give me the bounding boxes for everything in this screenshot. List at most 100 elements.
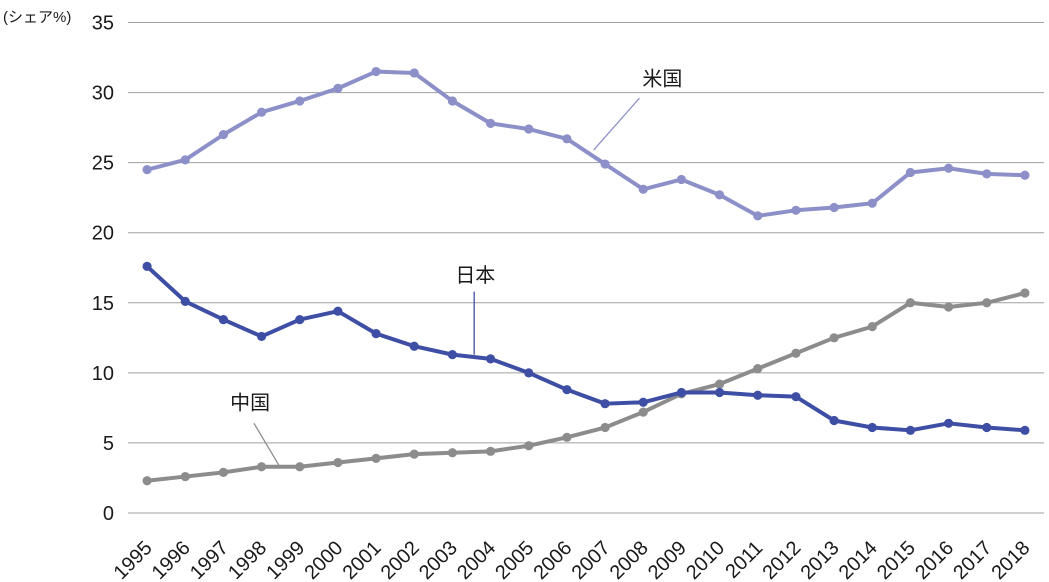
data-point-japan-2017 xyxy=(982,422,992,433)
data-point-us-2018 xyxy=(1020,170,1030,180)
data-point-japan-1996 xyxy=(180,296,190,306)
series-line-japan xyxy=(145,264,1027,433)
data-point-japan-2005 xyxy=(524,368,534,378)
data-point-china-2007 xyxy=(600,422,610,433)
data-point-us-2000 xyxy=(333,83,343,93)
data-point-japan-2018 xyxy=(1020,425,1030,435)
data-point-china-2001 xyxy=(371,453,381,463)
data-point-us-1996 xyxy=(180,155,190,165)
data-point-us-2002 xyxy=(409,68,419,78)
data-point-china-2018 xyxy=(1020,288,1030,298)
data-point-us-1998 xyxy=(256,107,267,117)
data-point-china-2008 xyxy=(638,407,648,417)
data-point-japan-2013 xyxy=(829,415,839,426)
data-point-us-2008 xyxy=(638,184,648,194)
y-tick-label: 15 xyxy=(92,293,114,315)
data-point-japan-1995 xyxy=(142,261,152,271)
data-point-japan-2016 xyxy=(943,418,954,428)
data-point-us-2013 xyxy=(829,202,839,213)
x-tick-label: 1995 xyxy=(110,537,157,582)
y-tick-label: 30 xyxy=(92,83,114,105)
data-point-china-2006 xyxy=(562,432,572,442)
data-point-china-2003 xyxy=(447,448,458,458)
data-point-china-1996 xyxy=(180,471,190,482)
data-point-china-2016 xyxy=(943,302,954,312)
data-point-china-2004 xyxy=(485,446,496,456)
y-tick-label: 20 xyxy=(92,223,114,245)
series-line-us xyxy=(145,69,1027,218)
data-point-china-2002 xyxy=(409,449,419,459)
data-point-china-2010 xyxy=(714,379,725,389)
data-point-china-2013 xyxy=(829,333,839,343)
data-point-china-2000 xyxy=(333,457,343,468)
data-point-japan-2002 xyxy=(409,341,419,351)
x-tick-label: 2008 xyxy=(606,537,653,582)
data-point-china-2015 xyxy=(905,298,916,308)
data-point-japan-2006 xyxy=(562,385,572,395)
data-point-japan-1997 xyxy=(218,315,229,325)
data-point-us-2009 xyxy=(676,174,687,185)
x-tick-label: 2005 xyxy=(491,537,538,582)
data-point-china-2012 xyxy=(791,348,801,358)
data-point-us-1999 xyxy=(295,96,305,106)
data-point-us-2007 xyxy=(600,159,610,169)
data-point-japan-2012 xyxy=(791,392,801,402)
data-point-japan-1999 xyxy=(295,315,305,325)
data-point-us-2005 xyxy=(524,124,534,134)
data-point-japan-2007 xyxy=(600,399,610,409)
data-point-us-2003 xyxy=(447,96,458,106)
x-tick-label: 2000 xyxy=(300,537,347,582)
data-point-china-2005 xyxy=(524,441,534,451)
y-tick-label: 5 xyxy=(103,433,114,455)
y-tick-label: 35 xyxy=(92,13,114,35)
data-point-china-2017 xyxy=(982,298,992,308)
x-tick-label: 2014 xyxy=(835,537,882,582)
x-tick-label: 1998 xyxy=(224,537,271,582)
data-point-japan-2008 xyxy=(638,397,648,407)
series-line-china xyxy=(145,290,1027,483)
x-tick-label: 2017 xyxy=(949,537,996,582)
data-point-china-2014 xyxy=(867,322,877,332)
x-tick-label: 2013 xyxy=(797,537,844,582)
x-tick-label: 1999 xyxy=(262,537,309,582)
x-tick-label: 2018 xyxy=(987,537,1034,582)
data-point-japan-2000 xyxy=(333,306,343,316)
x-tick-label: 2001 xyxy=(339,537,386,582)
data-point-japan-2004 xyxy=(485,354,496,364)
x-tick-label: 2010 xyxy=(682,537,729,582)
series-label-us: 米国 xyxy=(642,68,682,91)
y-tick-label: 0 xyxy=(103,503,114,525)
data-point-japan-2001 xyxy=(371,329,381,339)
data-point-china-1999 xyxy=(295,462,305,472)
y-axis-unit-label: (シェア%) xyxy=(3,9,72,26)
data-point-japan-2009 xyxy=(676,387,687,398)
data-point-japan-2010 xyxy=(714,387,725,398)
x-tick-label: 1996 xyxy=(148,537,195,582)
y-tick-label: 25 xyxy=(92,153,114,175)
x-tick-label: 2003 xyxy=(415,537,462,582)
data-point-japan-2011 xyxy=(753,390,763,400)
data-point-japan-2015 xyxy=(905,425,916,435)
data-point-us-2017 xyxy=(982,169,992,179)
x-tick-label: 2011 xyxy=(721,537,767,582)
x-tick-label: 2002 xyxy=(377,537,424,582)
data-point-china-2011 xyxy=(753,364,763,374)
data-point-us-1997 xyxy=(218,130,229,140)
data-point-japan-2014 xyxy=(867,422,877,433)
data-point-us-2010 xyxy=(714,190,725,200)
data-point-us-2006 xyxy=(562,134,572,144)
data-point-us-2014 xyxy=(867,198,877,208)
x-tick-label: 2006 xyxy=(529,537,576,582)
leader-line-china xyxy=(253,422,282,469)
data-point-us-2016 xyxy=(943,163,954,173)
data-point-us-2001 xyxy=(371,66,381,77)
data-point-china-1997 xyxy=(218,467,229,477)
data-point-china-1995 xyxy=(142,476,152,486)
x-tick-label: 2009 xyxy=(644,537,691,582)
data-point-us-2012 xyxy=(791,205,801,215)
data-point-us-2004 xyxy=(485,118,496,129)
data-point-us-2015 xyxy=(905,167,916,178)
x-tick-label: 2015 xyxy=(873,537,920,582)
